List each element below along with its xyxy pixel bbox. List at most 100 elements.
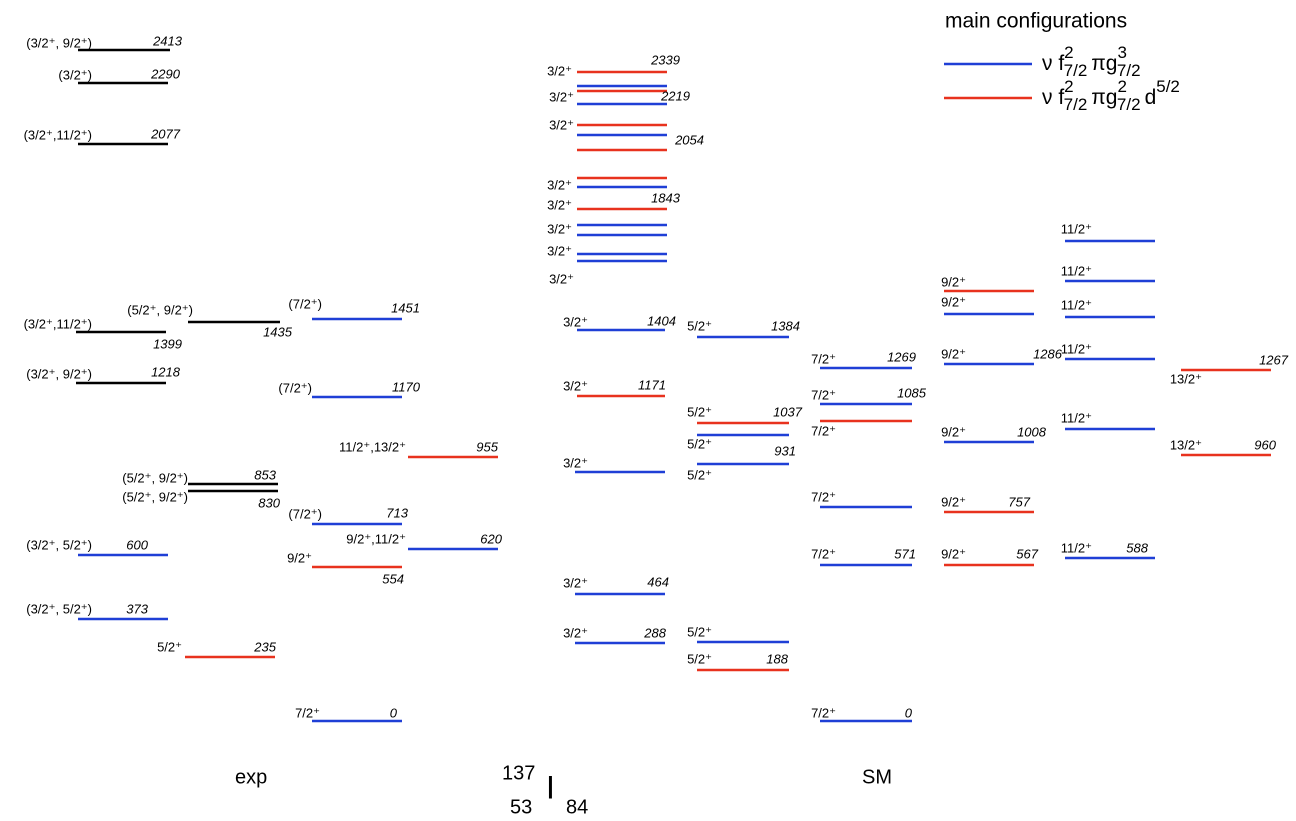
energy-label: 600 — [126, 537, 148, 552]
spin-label: 9/2⁺ — [941, 424, 966, 439]
spin-label: 5/2⁺ — [687, 651, 712, 666]
spin-label: 3/2⁺ — [547, 243, 572, 258]
energy-label: 373 — [126, 601, 148, 616]
spin-label: 5/2⁺ — [687, 624, 712, 639]
energy-label: 2339 — [650, 52, 680, 67]
energy-label: 0 — [390, 705, 398, 720]
spin-label: (3/2⁺, 5/2⁺) — [26, 537, 92, 552]
spin-label: 5/2⁺ — [157, 639, 182, 654]
energy-label: 588 — [1126, 540, 1148, 555]
spin-label: 9/2⁺ — [941, 546, 966, 561]
spin-label: 5/2⁺ — [687, 436, 712, 451]
energy-label: 1170 — [392, 379, 421, 394]
spin-label: 3/2⁺ — [549, 89, 574, 104]
energy-label: 571 — [894, 546, 916, 561]
spin-label: 9/2⁺,11/2⁺ — [346, 531, 406, 546]
spin-label: 7/2⁺ — [811, 705, 836, 720]
legend-part: d — [1145, 86, 1157, 109]
spin-label: (3/2⁺, 9/2⁺) — [26, 366, 92, 381]
spin-label: 13/2⁺ — [1170, 437, 1202, 452]
energy-label: 757 — [1008, 494, 1030, 509]
mass-number: 137 — [502, 762, 535, 784]
legend-part: ν f — [1042, 86, 1064, 109]
spin-label: 3/2⁺ — [547, 197, 572, 212]
energy-label: 1399 — [153, 336, 182, 351]
spin-label: 11/2⁺ — [1061, 540, 1092, 555]
spin-label: 7/2⁺ — [811, 423, 836, 438]
spin-label: 11/2⁺ — [1061, 263, 1092, 278]
exp-label: exp — [235, 766, 267, 788]
energy-label: 2413 — [152, 33, 183, 48]
spin-label: 3/2⁺ — [563, 378, 588, 393]
neutron-number: 84 — [566, 796, 588, 818]
legend-entry: ν f2 7/2 πg3 7/2 — [1042, 43, 1141, 80]
energy-label: 2077 — [150, 126, 181, 141]
sm-label: SM — [862, 766, 892, 788]
spin-label: 5/2⁺ — [687, 318, 712, 333]
spin-label: 9/2⁺ — [941, 294, 966, 309]
legend-part: πg — [1091, 86, 1117, 109]
spin-label: (3/2⁺) — [58, 67, 92, 82]
legend-part: 7/2 — [1117, 95, 1141, 114]
energy-label: 830 — [258, 495, 280, 510]
energy-label: 931 — [774, 443, 796, 458]
spin-label: 3/2⁺ — [547, 221, 572, 236]
spin-label: 3/2⁺ — [547, 63, 572, 78]
legend-part: 7/2 — [1117, 61, 1141, 80]
legend-part: 3 — [1117, 43, 1126, 62]
spin-label: 3/2⁺ — [563, 575, 588, 590]
energy-label: 1435 — [263, 324, 293, 339]
proton-number: 53 — [510, 796, 532, 818]
spin-label: 9/2⁺ — [941, 494, 966, 509]
energy-label: 1843 — [651, 190, 681, 205]
legend-part: πg — [1091, 52, 1117, 75]
spin-label: (7/2⁺) — [278, 380, 312, 395]
spin-label: 3/2⁺ — [563, 625, 588, 640]
energy-label: 2219 — [660, 88, 690, 103]
energy-label: 567 — [1016, 546, 1038, 561]
spin-label: (5/2⁺, 9/2⁺) — [127, 302, 193, 317]
spin-label: 11/2⁺ — [1061, 341, 1092, 356]
spin-label: (3/2⁺,11/2⁺) — [24, 127, 92, 142]
energy-label: 960 — [1254, 437, 1276, 452]
spin-label: 7/2⁺ — [811, 351, 836, 366]
spin-label: 5/2⁺ — [687, 404, 712, 419]
energy-label: 1269 — [887, 349, 916, 364]
legend-entry: ν f2 7/2 πg2 7/2 d5/2 — [1042, 77, 1180, 114]
energy-label: 464 — [647, 574, 669, 589]
energy-label: 2290 — [150, 66, 181, 81]
energy-label: 620 — [480, 531, 502, 546]
spin-label: 11/2⁺ — [1061, 410, 1092, 425]
energy-label: 188 — [766, 651, 788, 666]
spin-label: (5/2⁺, 9/2⁺) — [122, 470, 188, 485]
energy-label: 1451 — [391, 300, 420, 315]
energy-label: 554 — [382, 571, 404, 586]
spin-label: 3/2⁺ — [549, 271, 574, 286]
energy-label: 288 — [643, 625, 666, 640]
spin-label: 13/2⁺ — [1170, 371, 1202, 386]
spin-label: 3/2⁺ — [549, 117, 574, 132]
spin-label: (7/2⁺) — [288, 506, 322, 521]
legend-part: 5/2 — [1156, 77, 1180, 96]
energy-label: 853 — [254, 467, 276, 482]
spin-label: (7/2⁺) — [288, 296, 322, 311]
legend-part: 2 — [1064, 77, 1073, 96]
spin-label: 11/2⁺,13/2⁺ — [339, 439, 406, 454]
legend-part: ν f — [1042, 52, 1064, 75]
spin-label: 11/2⁺ — [1061, 221, 1092, 236]
legend-title: main configurations — [945, 10, 1127, 33]
energy-label: 1085 — [897, 385, 927, 400]
energy-label: 2054 — [674, 132, 704, 147]
energy-label: 1404 — [647, 313, 676, 328]
spin-label: 9/2⁺ — [287, 550, 312, 565]
legend-part: 2 — [1064, 43, 1073, 62]
spin-label: 3/2⁺ — [547, 177, 572, 192]
energy-label: 1037 — [773, 404, 803, 419]
spin-label: 11/2⁺ — [1061, 297, 1092, 312]
spin-label: 9/2⁺ — [941, 346, 966, 361]
element-symbol: I — [546, 769, 555, 805]
energy-label: 1384 — [771, 318, 800, 333]
energy-label: 1171 — [638, 377, 666, 392]
energy-label: 955 — [476, 439, 498, 454]
